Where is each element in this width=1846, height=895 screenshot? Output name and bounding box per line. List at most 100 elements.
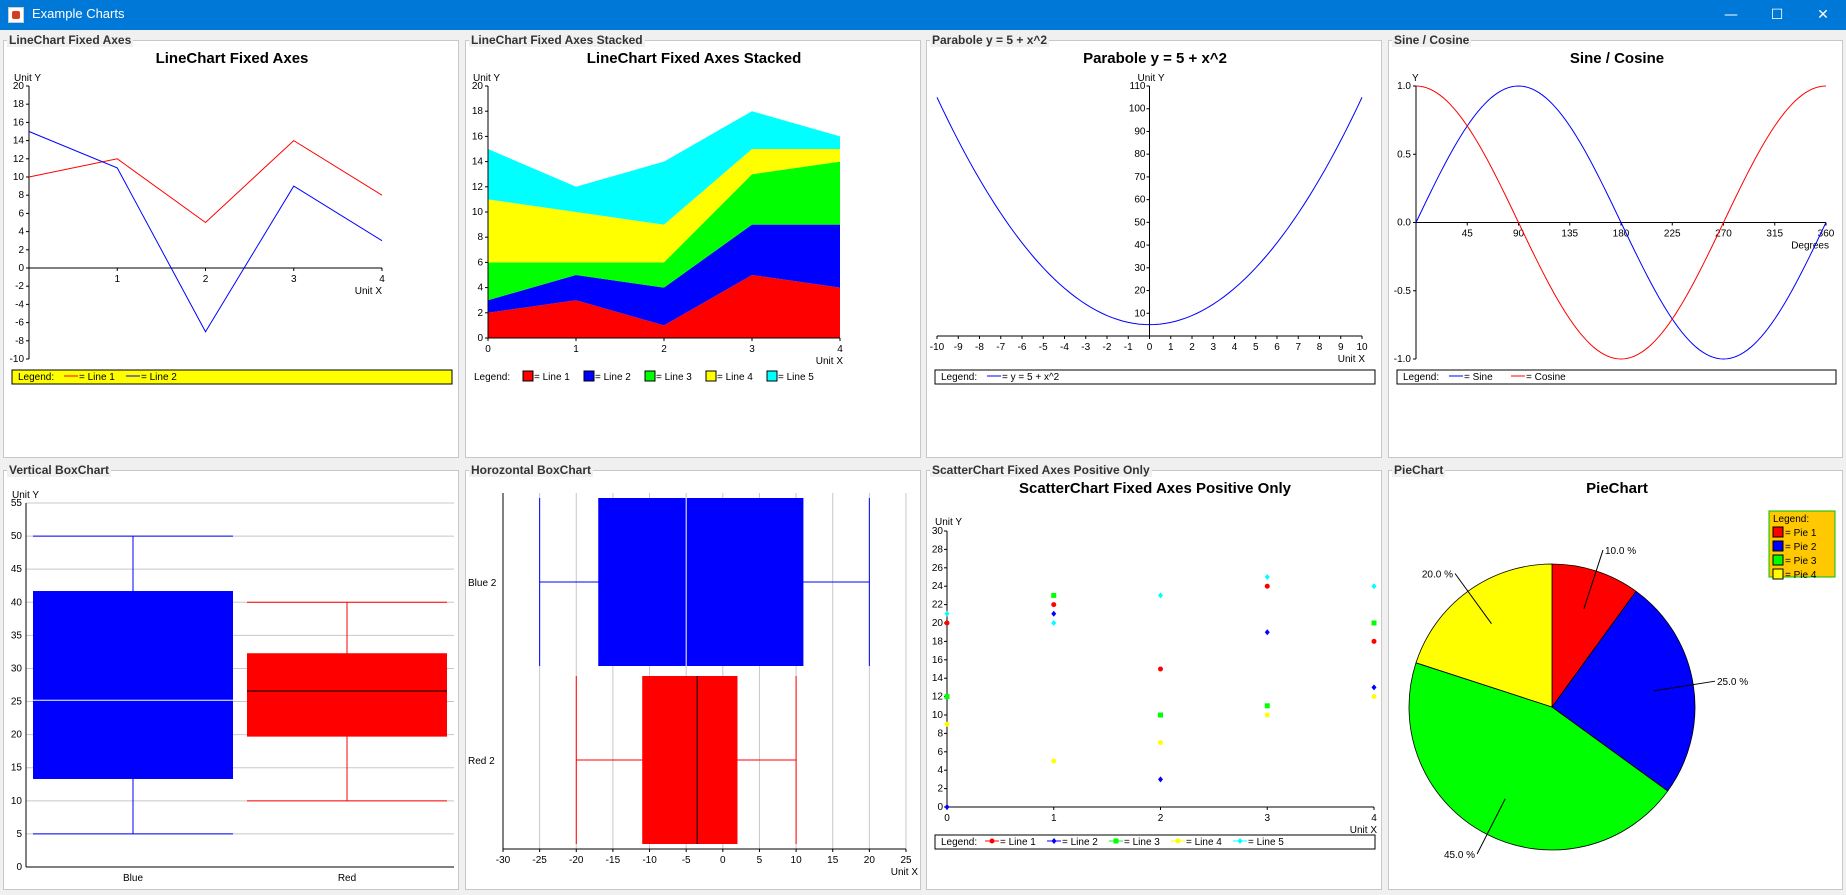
x-tick-label: 6 [1274, 342, 1280, 353]
scatter-point-1 [1158, 666, 1163, 672]
box-body-red [247, 653, 447, 737]
scatter-point-1 [1264, 583, 1270, 589]
scatter-point-3 [1158, 712, 1163, 718]
pie-slice-label: 25.0 % [1717, 677, 1748, 688]
x-axis-label: Unit X [355, 286, 383, 297]
box-body-blue [33, 591, 233, 779]
series-line-2 [1415, 85, 1827, 360]
x-tick-label: -15 [606, 855, 621, 866]
y-tick-label: 4 [18, 227, 24, 238]
scatter-point-4 [944, 721, 950, 727]
minimize-button[interactable]: — [1724, 7, 1738, 23]
y-axis-label: Unit Y [935, 517, 962, 528]
chart-title: PieChart [1586, 480, 1648, 497]
y-tick-label: 30 [1134, 263, 1146, 274]
y-tick-label: 8 [477, 232, 483, 243]
y-axis-label: Unit Y [12, 490, 39, 501]
scatterchart-chart: ScatterChart Fixed Axes Positive Only Uni… [932, 480, 1377, 850]
series-line-1 [1415, 85, 1827, 360]
x-tick-label: 3 [1210, 342, 1216, 353]
x-tick-label: 25 [900, 855, 912, 866]
legend-box [1396, 369, 1837, 385]
legend-swatch [1772, 526, 1784, 538]
legend-entry: = Line 2 [1062, 837, 1098, 848]
x-tick-label: 15 [827, 855, 839, 866]
x-tick-label: 3 [291, 274, 297, 285]
scatter-point-3 [1264, 703, 1270, 709]
category-label: Red 2 [468, 756, 495, 767]
pie-slice-label: 20.0 % [1422, 570, 1453, 581]
sine-cosine-chart: Sine / Cosine Y -1.0 -0.5 0.0 0.5 1.0 45 90 135 18… [1394, 50, 1837, 385]
y-tick-label: 15 [11, 763, 23, 774]
y-tick-label: 16 [472, 131, 484, 142]
legend-swatch [583, 370, 595, 382]
x-tick-label: 4 [379, 274, 385, 285]
chart-title: Sine / Cosine [1570, 50, 1664, 67]
x-tick-label: -2 [1103, 342, 1112, 353]
scatter-point-3 [1051, 592, 1057, 598]
legend-title: Legend: [474, 372, 510, 383]
legend-entry: = Line 2 [595, 372, 631, 383]
y-tick-label: 55 [11, 498, 23, 509]
pie-label-leader [1583, 549, 1604, 610]
panel-title-parabole: Parabole y = 5 + x^2 [930, 33, 1050, 47]
y-tick-label: -2 [15, 281, 24, 292]
stacked-area-2 [488, 224, 840, 326]
pie-slice-label: 10.0 % [1605, 546, 1636, 557]
y-tick-label: 14 [932, 673, 944, 684]
pie-label-leader [1653, 680, 1716, 692]
x-tick-label: 135 [1561, 229, 1578, 240]
y-tick-label: 10 [11, 796, 23, 807]
legend-entry: = y = 5 + x^2 [1002, 372, 1060, 383]
legend-marker [1237, 838, 1243, 844]
y-tick-label: 6 [477, 257, 483, 268]
y-tick-label: 40 [1134, 240, 1146, 251]
x-tick-label: -5 [1039, 342, 1048, 353]
x-tick-label: 315 [1766, 229, 1783, 240]
linechart-stacked-chart: LineChart Fixed Axes Stacked Unit Y 0 2 4 6 8 1… [472, 50, 843, 383]
x-tick-label: 10 [791, 855, 803, 866]
legend-title: Legend: [941, 372, 977, 383]
y-tick-label: 22 [932, 600, 944, 611]
panel-horizontal-boxchart: -30 -25 -20 -15 -10 -5 0 5 10 15 20 25 Unit X Blue 2 R… [465, 470, 921, 890]
scatter-point-1 [1051, 602, 1057, 608]
x-tick-label: 180 [1613, 229, 1630, 240]
legend-entry: = Pie 2 [1785, 542, 1817, 553]
y-tick-label: 8 [18, 190, 24, 201]
panel-parabole: Parabole y = 5 + x^2 Unit Y 10 20 30 40 50 60 70… [926, 40, 1382, 458]
x-tick-label: 9 [1338, 342, 1344, 353]
panel-title-linechart: LineChart Fixed Axes [7, 33, 134, 47]
y-tick-label: 35 [11, 630, 23, 641]
stacked-area-1 [488, 275, 840, 338]
x-tick-label: 4 [1232, 342, 1238, 353]
legend-title: Legend: [941, 837, 977, 848]
legend-title: Legend: [1773, 514, 1809, 525]
y-tick-label: 8 [937, 728, 943, 739]
x-tick-label: 0 [1147, 342, 1153, 353]
close-button[interactable]: ✕ [1817, 7, 1829, 23]
y-tick-label: 2 [937, 784, 943, 795]
x-tick-label: 225 [1664, 229, 1681, 240]
y-tick-label: 14 [13, 136, 25, 147]
panel-title-stacked: LineChart Fixed Axes Stacked [469, 33, 645, 47]
y-tick-label: 0 [937, 802, 943, 813]
y-tick-label: 20 [13, 81, 25, 92]
y-tick-label: 6 [18, 208, 24, 219]
y-tick-label: 110 [1130, 81, 1146, 92]
x-tick-label: -8 [975, 342, 984, 353]
x-tick-label: 7 [1295, 342, 1301, 353]
vertical-boxchart-chart: Unit Y 0 5 10 15 20 25 30 35 40 45 50 55 Blue Red [11, 490, 454, 884]
scatter-point-5 [1158, 592, 1163, 599]
scatter-point-5 [1051, 620, 1057, 626]
scatter-point-3 [1371, 620, 1377, 626]
maximize-button[interactable]: ☐ [1770, 7, 1784, 23]
legend-swatch [705, 370, 717, 382]
window-title: Example Charts [32, 6, 125, 21]
x-tick-label: -10 [642, 855, 657, 866]
x-tick-label: 5 [757, 855, 763, 866]
linechart-fixed-axes-chart: LineChart Fixed Axes Unit Y -10 -8 -6 -4 -2 0 2 4… [10, 50, 453, 385]
legend-entry: = Line 3 [656, 372, 692, 383]
y-tick-label: -10 [10, 354, 25, 365]
x-tick-label: 3 [749, 344, 755, 355]
